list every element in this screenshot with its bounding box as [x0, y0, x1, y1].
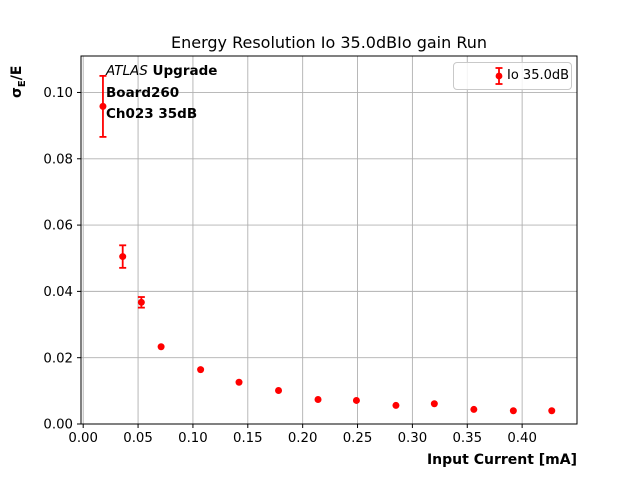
data-point: [430, 400, 438, 408]
x-tick-label: 0.10: [178, 431, 208, 446]
x-tick-label: 0.15: [233, 431, 263, 446]
data-points: [99, 102, 556, 415]
y-tick-label: 0.00: [43, 418, 73, 433]
y-axis-label: σE/E: [9, 66, 28, 98]
data-point: [352, 396, 360, 404]
axis-ticks: [77, 91, 523, 428]
data-point: [157, 343, 165, 351]
y-axis-label-subscript: E: [16, 80, 28, 88]
y-axis-label-sigma: σ: [9, 87, 25, 98]
chart-title: Energy Resolution Io 35.0dBIo gain Run: [170, 33, 488, 52]
data-point: [137, 298, 145, 306]
data-point: [509, 407, 517, 415]
data-point: [119, 253, 127, 261]
legend-box: Io 35.0dB: [453, 62, 572, 90]
annotation-experiment: ATLAS: [106, 63, 148, 79]
x-tick-label: 0.35: [452, 431, 482, 446]
data-point: [99, 102, 107, 110]
errorbar-marker-icon: [495, 67, 503, 85]
x-tick-label: 0.25: [343, 431, 373, 446]
y-tick-label: 0.02: [43, 351, 73, 366]
data-point: [548, 407, 556, 415]
x-tick-label: 0.05: [123, 431, 153, 446]
plot-frame: [80, 55, 578, 425]
x-tick-label: 0.40: [507, 431, 537, 446]
gridlines: [81, 56, 577, 425]
data-point: [235, 378, 243, 386]
data-point: [275, 387, 283, 395]
data-point: [197, 366, 205, 374]
annotation-upgrade: Upgrade: [147, 63, 218, 79]
x-tick-label: 0.20: [288, 431, 318, 446]
x-tick-label: 0.00: [68, 431, 98, 446]
data-point: [392, 401, 400, 409]
y-tick-label: 0.06: [43, 219, 73, 234]
y-tick-label: 0.08: [43, 152, 73, 167]
annotation-line-3: Ch023 35dB: [106, 106, 198, 122]
x-axis-label: Input Current [mA]: [426, 452, 577, 468]
data-point: [470, 405, 478, 413]
plot-annotation: ATLAS Upgrade Board260 Ch023 35dB: [106, 61, 217, 126]
legend-label: Io 35.0dB: [507, 68, 570, 83]
annotation-line-1: ATLAS Upgrade: [106, 61, 217, 83]
data-point: [314, 395, 322, 403]
y-tick-label: 0.04: [43, 285, 73, 300]
annotation-line-2: Board260: [106, 84, 180, 101]
axis-tick-labels: 0.00 0.05 0.10 0.15 0.20 0.25 0.30 0.35 0.40 0.00…: [43, 86, 537, 446]
x-tick-label: 0.30: [398, 431, 428, 446]
y-tick-label: 0.10: [43, 86, 73, 101]
y-axis-label-rest: /E: [9, 65, 25, 81]
